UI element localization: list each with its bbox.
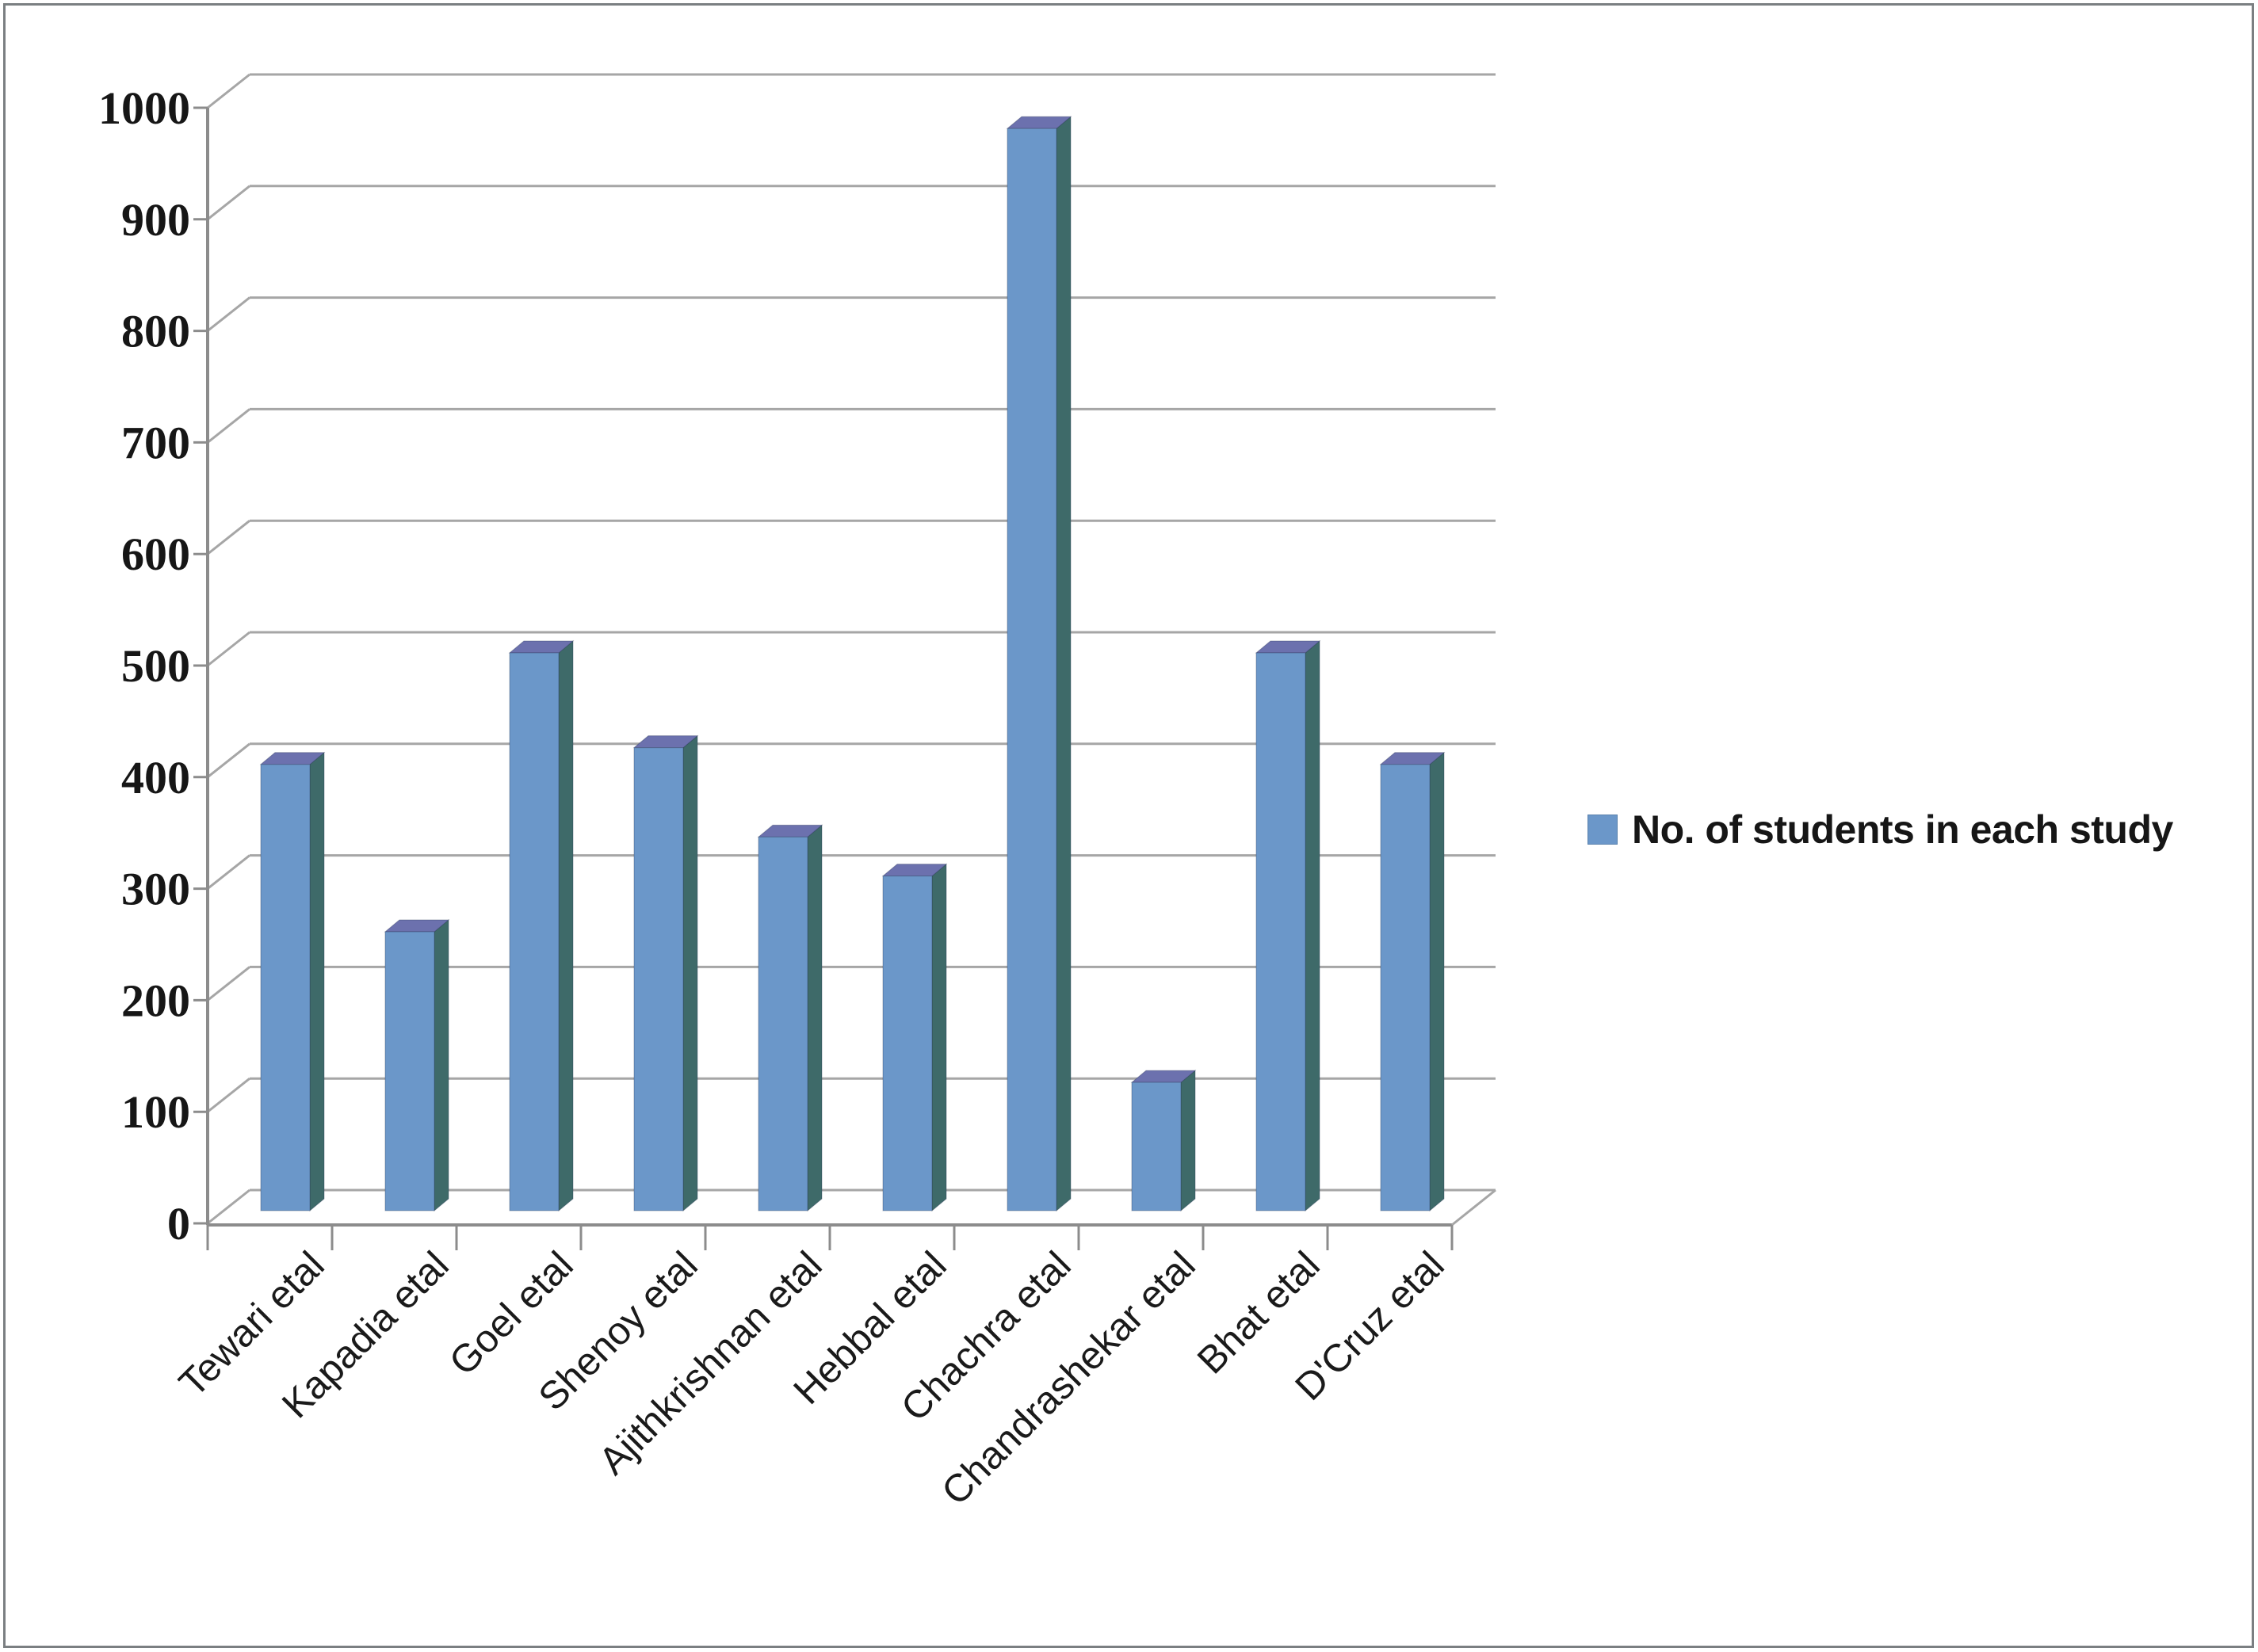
gridline-wall-segment: [207, 520, 250, 555]
bar: [1131, 1082, 1182, 1211]
y-axis-label: 400: [121, 752, 190, 803]
bar-side-face: [309, 751, 325, 1212]
bar-side-face: [1429, 751, 1445, 1212]
bar: [1380, 764, 1431, 1211]
gridline-wall-segment: [207, 854, 250, 890]
gridline-wall-segment: [207, 296, 250, 332]
bar-side-face: [931, 863, 947, 1212]
gridline-wall-segment: [207, 631, 250, 667]
x-axis-label: Ajithkrishnan etal: [591, 1244, 831, 1483]
bar: [384, 931, 435, 1211]
y-axis-label: 900: [121, 194, 190, 246]
bar-side-face: [1180, 1070, 1196, 1212]
y-axis-label: 600: [121, 528, 190, 580]
bar: [509, 652, 560, 1211]
bar-side-face: [434, 918, 449, 1212]
bar-side-face: [807, 824, 823, 1212]
gridline-wall-segment: [207, 1078, 250, 1113]
y-axis-label: 100: [121, 1086, 190, 1138]
y-axis-label: 1000: [98, 82, 190, 134]
bar: [1007, 128, 1057, 1211]
y-axis-label: 0: [167, 1198, 190, 1249]
gridline-wall-segment: [207, 73, 250, 109]
bar: [260, 764, 311, 1211]
y-axis-label: 300: [121, 864, 190, 915]
gridline-wall-segment: [207, 408, 250, 444]
bar-side-face: [1056, 116, 1072, 1212]
legend-marker: [1587, 815, 1618, 845]
gridline-wall-segment: [207, 185, 250, 220]
floor-right-edge: [1451, 1188, 1496, 1227]
bar-side-face: [682, 734, 698, 1212]
gridline-wall-segment: [207, 966, 250, 1002]
bar: [882, 876, 933, 1211]
bar: [1255, 652, 1306, 1211]
bar: [758, 836, 808, 1211]
gridline-wall-segment: [207, 742, 250, 778]
bar: [633, 747, 684, 1211]
legend: No. of students in each study: [1587, 807, 2173, 853]
y-axis-label: 800: [121, 306, 190, 357]
y-axis-label: 700: [121, 417, 190, 468]
y-axis-label: 200: [121, 975, 190, 1026]
bar-side-face: [558, 639, 574, 1212]
bar-side-face: [1305, 639, 1320, 1212]
y-axis-label: 500: [121, 640, 190, 692]
legend-label: No. of students in each study: [1632, 807, 2173, 852]
gridline-wall-segment: [207, 1188, 250, 1225]
